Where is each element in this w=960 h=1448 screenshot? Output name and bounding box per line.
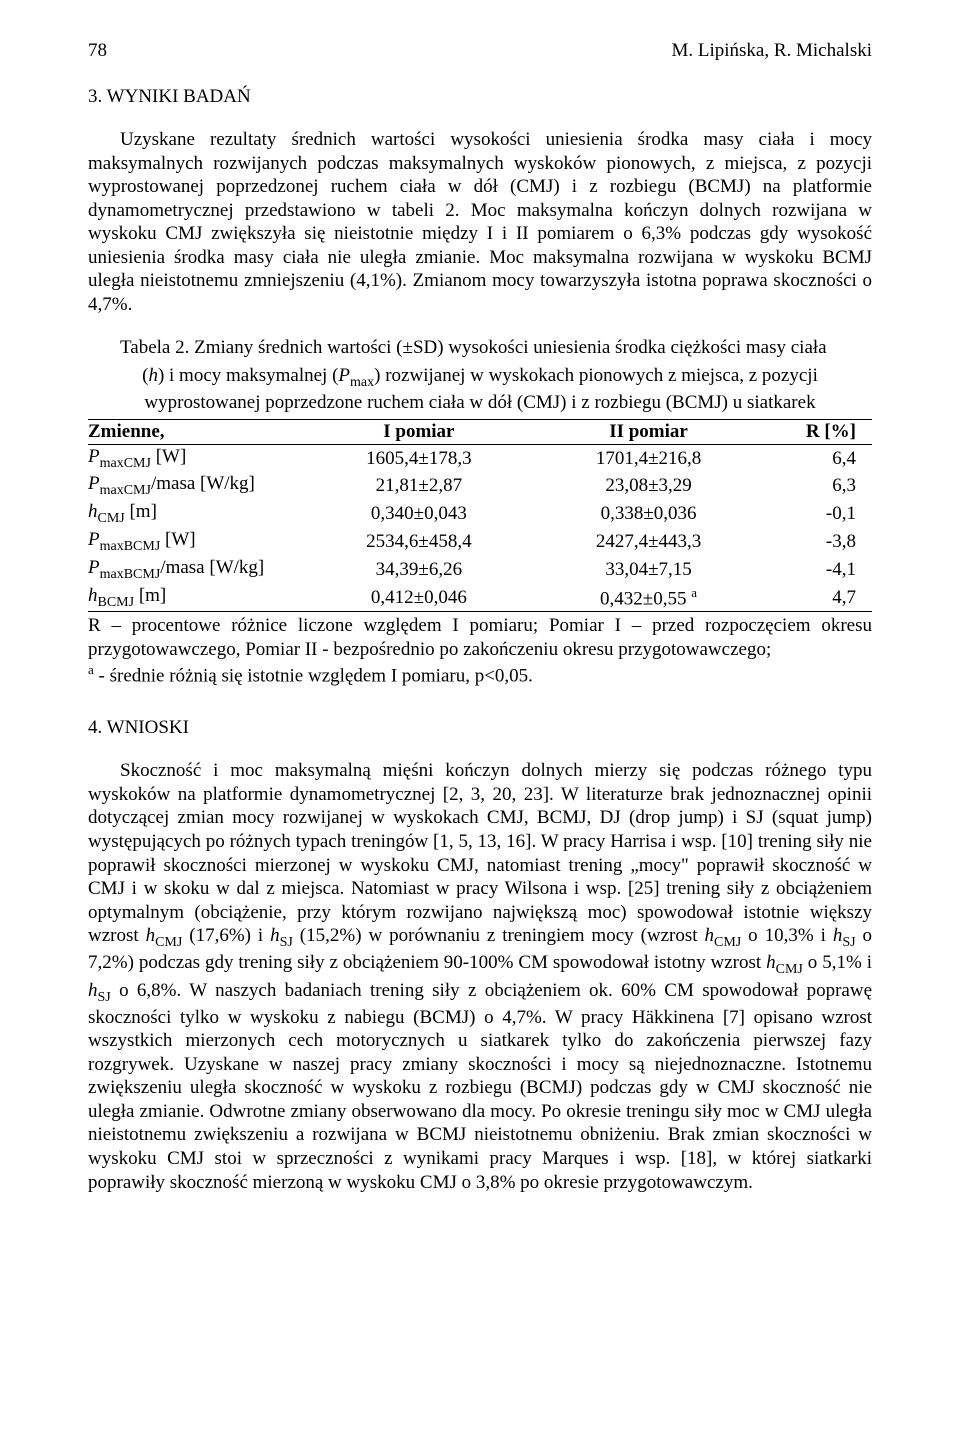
page: 78 M. Lipińska, R. Michalski 3. WYNIKI B… [0, 0, 960, 1448]
cell-c4: -3,8 [754, 528, 872, 556]
section-3-heading: 3. WYNIKI BADAŃ [88, 86, 872, 108]
cell-c4: 6,4 [754, 444, 872, 472]
cell-c2: 21,81±2,87 [331, 472, 543, 500]
cell-c4: 6,3 [754, 472, 872, 500]
cell-c3: 33,04±7,15 [543, 556, 755, 584]
section-4-heading: 4. WNIOSKI [88, 717, 872, 739]
table-2-caption-line1: Tabela 2. Zmiany średnich wartości (±SD)… [120, 337, 827, 358]
table-row: hBCMJ [m] 0,412±0,046 0,432±0,55 a 4,7 [88, 584, 872, 612]
table-row: PmaxBCMJ [W] 2534,6±458,4 2427,4±443,3 -… [88, 528, 872, 556]
cell-c2: 1605,4±178,3 [331, 444, 543, 472]
cell-c3: 1701,4±216,8 [543, 444, 755, 472]
table-2-footnote: R – procentowe różnice liczone względem … [88, 614, 872, 687]
th-pomiar1: I pomiar [331, 419, 543, 444]
section-4-paragraph: Skoczność i moc maksymalną mięśni kończy… [88, 759, 872, 1194]
table-row: PmaxBCMJ/masa [W/kg] 34,39±6,26 33,04±7,… [88, 556, 872, 584]
cell-c2: 2534,6±458,4 [331, 528, 543, 556]
cell-var: PmaxBCMJ [W] [88, 528, 331, 556]
section-3-paragraph: Uzyskane rezultaty średnich wartości wys… [88, 128, 872, 316]
table-row: hCMJ [m] 0,340±0,043 0,338±0,036 -0,1 [88, 500, 872, 528]
cell-c3: 23,08±3,29 [543, 472, 755, 500]
cell-c2: 0,340±0,043 [331, 500, 543, 528]
cell-c4: -4,1 [754, 556, 872, 584]
table-row: PmaxCMJ [W] 1605,4±178,3 1701,4±216,8 6,… [88, 444, 872, 472]
table-2-caption: Tabela 2. Zmiany średnich wartości (±SD)… [88, 336, 872, 360]
table-2-caption-centered: (h) i mocy maksymalnej (Pmax) rozwijanej… [88, 364, 872, 415]
caption-rest-centered-2: wyprostowanej poprzedzone ruchem ciała w… [144, 392, 815, 413]
cell-c4: -0,1 [754, 500, 872, 528]
header-authors: M. Lipińska, R. Michalski [671, 40, 872, 62]
cell-var: hBCMJ [m] [88, 584, 331, 612]
cell-c2: 0,412±0,046 [331, 584, 543, 612]
table-header-row: Zmienne, I pomiar II pomiar R [%] [88, 419, 872, 444]
cell-var: PmaxBCMJ/masa [W/kg] [88, 556, 331, 584]
cell-var: PmaxCMJ [W] [88, 444, 331, 472]
cell-var: PmaxCMJ/masa [W/kg] [88, 472, 331, 500]
cell-c4: 4,7 [754, 584, 872, 612]
cell-c3: 0,432±0,55 a [543, 584, 755, 612]
table-2: Zmienne, I pomiar II pomiar R [%] PmaxCM… [88, 419, 872, 613]
cell-c3: 2427,4±443,3 [543, 528, 755, 556]
page-header: 78 M. Lipińska, R. Michalski [88, 40, 872, 62]
cell-c2: 34,39±6,26 [331, 556, 543, 584]
th-pomiar2: II pomiar [543, 419, 755, 444]
page-number: 78 [88, 40, 107, 62]
cell-c3: 0,338±0,036 [543, 500, 755, 528]
table-row: PmaxCMJ/masa [W/kg] 21,81±2,87 23,08±3,2… [88, 472, 872, 500]
th-variable: Zmienne, [88, 419, 331, 444]
cell-var: hCMJ [m] [88, 500, 331, 528]
caption-rest-centered: (h) i mocy maksymalnej (Pmax) rozwijanej… [142, 365, 818, 386]
th-r: R [%] [754, 419, 872, 444]
